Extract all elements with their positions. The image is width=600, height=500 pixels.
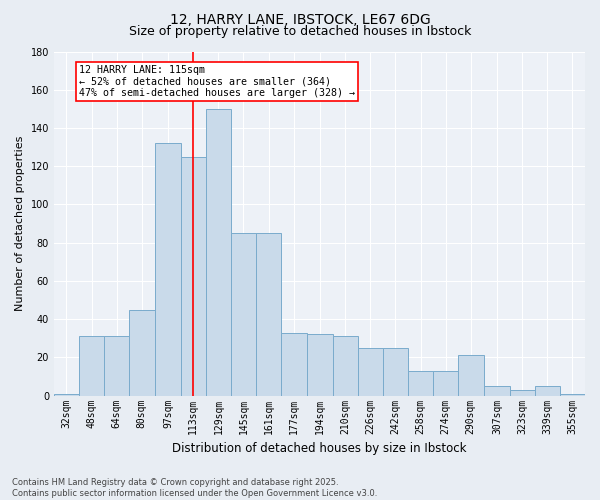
Bar [333, 336, 358, 396]
Y-axis label: Number of detached properties: Number of detached properties [15, 136, 25, 312]
Bar [129, 310, 155, 396]
Text: 12, HARRY LANE, IBSTOCK, LE67 6DG: 12, HARRY LANE, IBSTOCK, LE67 6DG [170, 12, 430, 26]
Text: Contains HM Land Registry data © Crown copyright and database right 2025.
Contai: Contains HM Land Registry data © Crown c… [12, 478, 377, 498]
Bar [281, 332, 307, 396]
Bar [560, 394, 585, 396]
Bar [383, 348, 408, 396]
Bar [256, 233, 281, 396]
Bar [206, 109, 231, 396]
Bar [231, 233, 256, 396]
Bar [307, 334, 333, 396]
Bar [535, 386, 560, 396]
Bar [54, 394, 79, 396]
Bar [458, 356, 484, 396]
Text: 12 HARRY LANE: 115sqm
← 52% of detached houses are smaller (364)
47% of semi-det: 12 HARRY LANE: 115sqm ← 52% of detached … [79, 65, 355, 98]
Bar [433, 371, 458, 396]
Text: Size of property relative to detached houses in Ibstock: Size of property relative to detached ho… [129, 25, 471, 38]
Bar [104, 336, 129, 396]
Bar [79, 336, 104, 396]
Bar [155, 144, 181, 396]
Bar [510, 390, 535, 396]
Bar [181, 156, 206, 396]
Bar [484, 386, 510, 396]
Bar [358, 348, 383, 396]
Bar [408, 371, 433, 396]
X-axis label: Distribution of detached houses by size in Ibstock: Distribution of detached houses by size … [172, 442, 467, 455]
